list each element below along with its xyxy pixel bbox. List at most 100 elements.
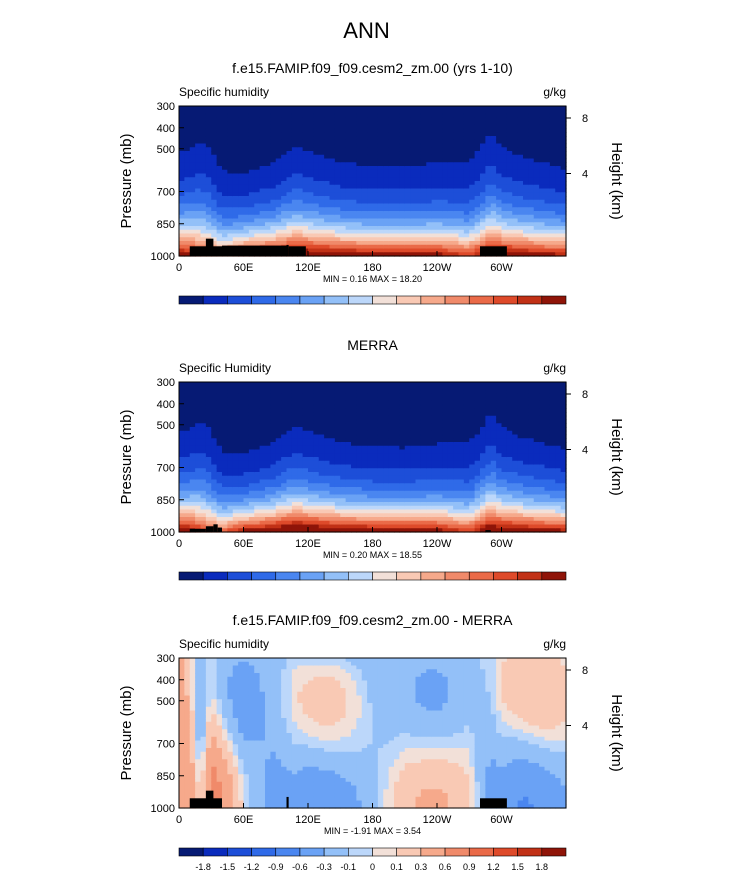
field-cell [345,229,352,235]
field-cell [308,404,314,409]
field-cell [442,502,449,507]
field-cell [410,214,417,220]
field-cell [259,226,266,231]
field-cell [243,397,250,402]
field-cell [302,517,309,522]
field-cell [222,385,228,391]
field-cell [560,154,567,160]
field-cell [377,487,384,492]
field-cell [560,121,567,126]
field-cell [270,162,277,167]
field-cell [415,423,422,428]
field-cell [555,132,562,137]
field-cell [367,505,374,511]
field-cell [265,457,271,462]
field-cell [442,513,449,518]
field-cell [195,132,202,137]
field-cell [308,430,314,436]
field-cell [415,237,422,242]
field-cell [560,237,567,242]
field-cell [340,184,347,190]
field-cell [205,109,212,115]
field-cell [313,385,320,391]
field-cell [291,241,298,246]
field-cell [232,404,239,409]
field-cell [404,177,411,182]
field-cell [286,199,293,205]
field-cell [308,460,314,466]
field-cell [469,222,476,227]
field-cell [179,382,185,387]
field-cell [474,109,481,115]
field-cell [189,199,196,205]
field-cell [286,479,293,484]
field-cell [356,457,363,462]
field-cell [291,218,298,223]
field-cell [426,528,433,533]
field-cell [533,117,540,122]
field-cell [179,509,185,514]
field-cell [334,449,341,454]
field-cell [302,132,309,137]
field-cell [372,445,379,451]
field-cell [394,520,400,526]
field-cell [200,430,207,436]
field-cell [512,214,519,220]
field-cell [297,483,304,488]
field-cell [259,166,266,171]
field-cell [211,162,218,167]
field-cell [496,128,503,133]
field-cell [420,472,427,477]
field-cell [265,528,271,533]
field-cell [275,214,282,220]
field-cell [200,517,207,522]
field-cell [415,199,422,205]
field-cell [211,382,218,387]
field-cell [259,524,266,529]
field-cell [383,237,390,242]
field-cell [179,427,185,432]
field-cell [426,143,433,148]
field-cell [372,166,379,171]
field-cell [377,132,384,137]
field-cell [555,226,562,231]
field-cell [555,106,562,111]
field-cell [415,252,422,257]
field-cell [560,211,567,216]
field-cell [313,177,320,182]
field-cell [227,468,234,473]
field-cell [404,203,411,208]
field-cell [205,124,212,130]
field-cell [372,472,379,477]
field-cell [345,214,352,220]
field-cell [184,449,191,454]
field-cell [195,143,202,148]
field-cell [297,132,304,137]
field-cell [227,400,234,406]
field-cell [426,106,433,111]
field-cell [549,128,556,133]
field-cell [243,199,250,205]
field-cell [270,520,277,526]
field-cell [356,528,363,533]
field-cell [528,226,535,231]
field-cell [232,483,239,488]
field-cell [426,494,433,499]
field-cell [205,184,212,190]
field-cell [254,517,261,522]
field-cell [195,400,202,406]
field-cell [426,498,433,503]
field-cell [523,233,529,238]
field-cell [383,113,390,118]
field-cell [275,502,282,507]
field-cell [560,166,567,171]
field-cell [195,147,202,152]
field-cell [356,423,363,428]
field-cell [238,457,245,462]
field-cell [539,147,546,152]
field-cell [281,412,288,417]
field-cell [200,237,207,242]
field-cell [404,434,411,439]
field-cell [404,226,411,231]
field-cell [216,423,223,428]
